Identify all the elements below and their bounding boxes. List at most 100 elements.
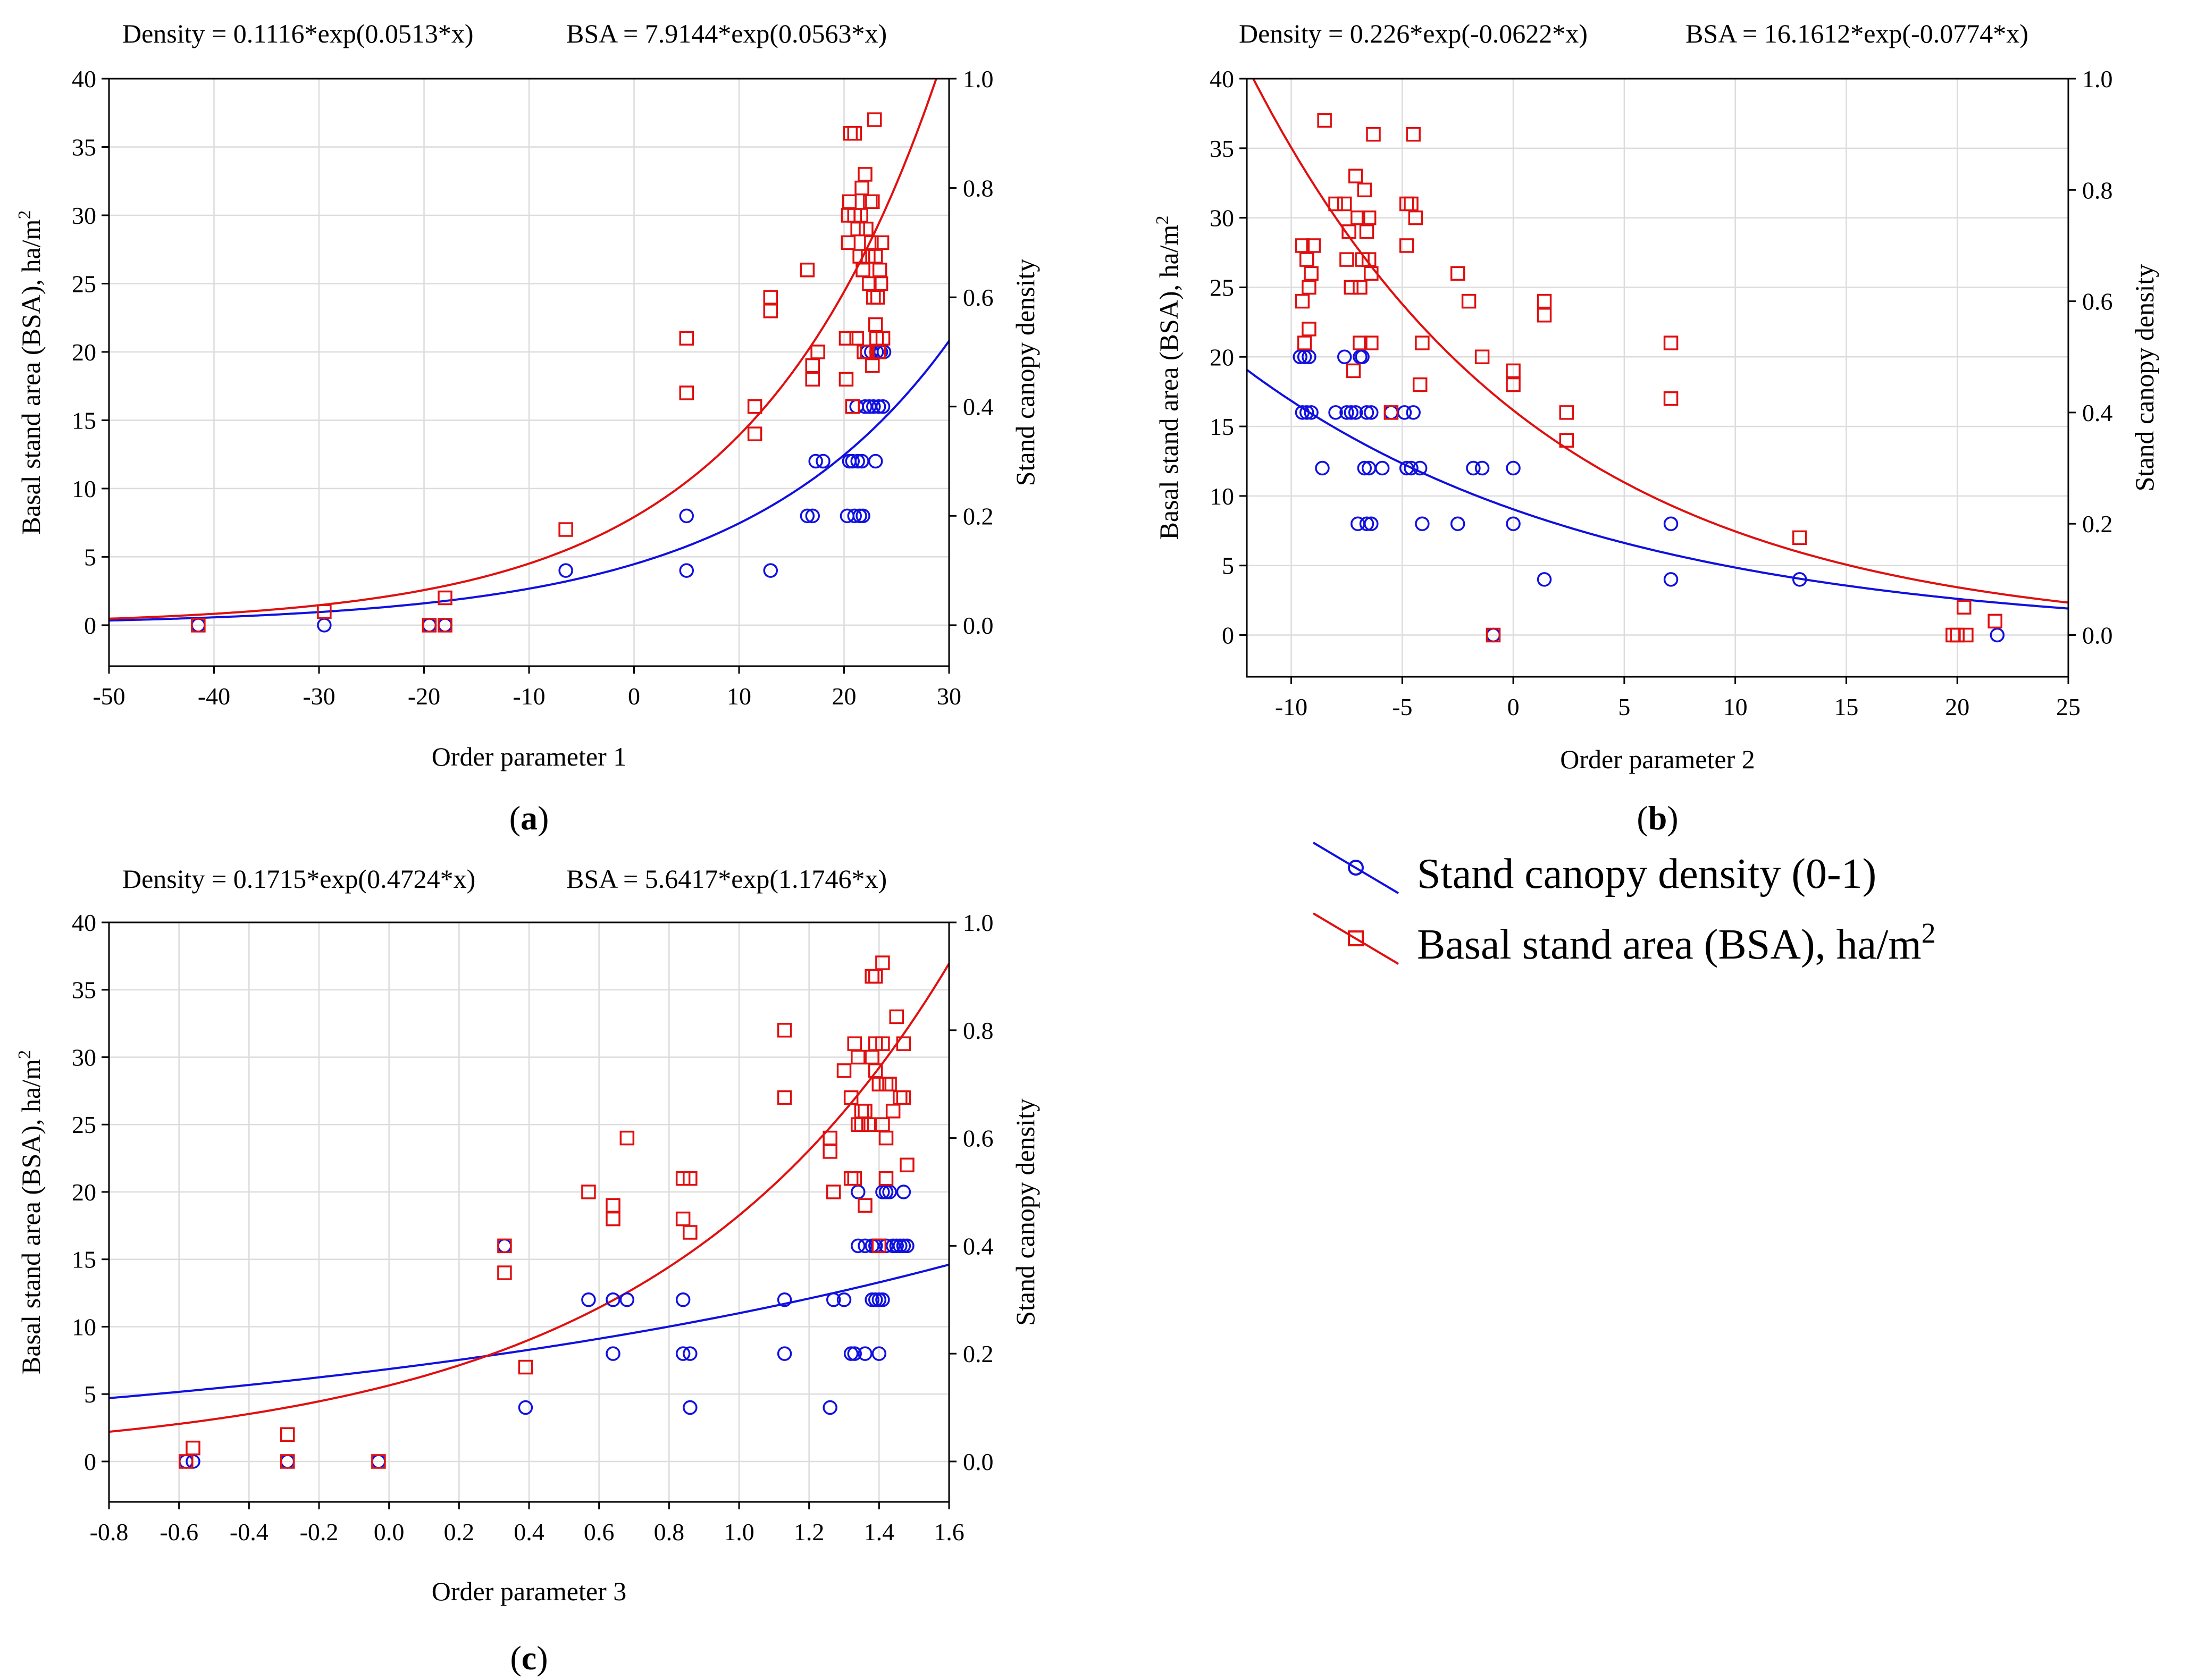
bsa-point	[497, 1238, 512, 1254]
y-tick-label-right: 1.0	[963, 65, 994, 93]
y-tick-label-left: 5	[1222, 552, 1234, 579]
bsa-point	[747, 399, 762, 414]
y-tick-label-right: 0.2	[963, 502, 994, 530]
bsa-point	[1357, 182, 1372, 198]
bsa-point	[497, 1265, 512, 1280]
density-point	[1328, 405, 1343, 420]
equation-bsa: BSA = 7.9144*exp(0.0563*x)	[566, 19, 887, 48]
density-point	[871, 1346, 887, 1361]
bsa-point	[1412, 377, 1428, 392]
density-point	[1537, 572, 1552, 587]
density-point	[866, 399, 881, 414]
bsa-point	[875, 1036, 890, 1051]
bsa-fit-curve	[109, 963, 949, 1433]
panel-label: (c)	[510, 1639, 548, 1677]
y-tick-label-left: 40	[1210, 65, 1234, 93]
bsa-point	[777, 1090, 792, 1105]
bsa-point	[1399, 238, 1414, 253]
y-tick-label-right: 0.4	[963, 393, 994, 421]
y-tick-label-right: 0.0	[2082, 622, 2113, 649]
y-axis-label-left-main: Basal stand area (BSA), ha/m	[16, 219, 46, 534]
bsa-point	[878, 1130, 894, 1146]
y-tick-label-right: 0.6	[963, 284, 994, 311]
bsa-point	[842, 194, 857, 209]
y-tick-label-left: 10	[72, 1313, 96, 1340]
bsa-point	[191, 618, 206, 633]
density-point	[1450, 516, 1465, 531]
grid	[1247, 78, 2069, 677]
y-tick-label-right: 0.2	[963, 1340, 994, 1367]
x-tick-label: -0.8	[90, 1518, 129, 1545]
density-point	[518, 1400, 533, 1415]
bsa-point	[851, 1049, 866, 1065]
density-point	[777, 1346, 792, 1361]
density-point	[836, 1292, 852, 1307]
legend-bsa-marker	[1348, 930, 1364, 946]
density-point	[1792, 572, 1807, 587]
bsa-point	[868, 249, 883, 264]
y-tick-label-right: 0.4	[2082, 399, 2113, 426]
bsa-point	[1361, 210, 1377, 225]
bsa-point	[865, 969, 879, 984]
density-point	[875, 1292, 890, 1307]
y-tick-label-left: 5	[84, 543, 96, 570]
equation-bsa: BSA = 5.6417*exp(1.1746*x)	[566, 864, 887, 894]
bsa-point	[861, 1117, 876, 1132]
bsa-point	[874, 235, 890, 250]
bsa-point	[619, 1130, 635, 1146]
bsa-point	[1361, 252, 1377, 267]
x-axis-label: Order parameter 2	[1560, 744, 1755, 774]
density-point	[1466, 460, 1481, 476]
bsa-point	[858, 1198, 873, 1213]
bsa-point	[866, 290, 881, 305]
density-point	[683, 1346, 698, 1361]
density-point	[845, 453, 860, 469]
x-tick-label: 20	[832, 683, 857, 710]
bsa-point	[683, 1171, 698, 1186]
x-tick-label: 10	[727, 683, 751, 710]
legend-bsa-label: Basal stand area (BSA), ha/m2	[1417, 917, 1936, 968]
bsa-point	[800, 263, 815, 278]
bsa-point	[893, 1090, 908, 1105]
axes: -50 -40 -30 -20 -10 0 10 20 30 0 5 10 15 20 25 30 35 40 0.…	[72, 65, 994, 710]
y-axis-label-left: Basal stand area (BSA), ha/m2	[15, 211, 46, 535]
density-point	[558, 563, 573, 578]
density-point	[763, 563, 778, 578]
x-tick-label: 0	[628, 683, 640, 710]
density-point	[1383, 405, 1399, 420]
density-point	[840, 508, 855, 524]
legend: Stand canopy density (0-1) Basal stand a…	[1312, 842, 1936, 968]
y-tick-label-right: 0.6	[2082, 288, 2113, 315]
y-tick-label-right: 0.2	[2082, 510, 2113, 537]
bsa-point	[858, 167, 873, 182]
bsa-point	[186, 1440, 200, 1456]
x-tick-label: -10	[513, 683, 545, 710]
y-axis-label-left-sup: 2	[15, 211, 35, 220]
axes: -0.8 -0.6 -0.4 -0.2 0.0 0.2 0.4 0.6 0.8 1.0 1.2 1.4…	[72, 909, 994, 1545]
x-tick-label: 0.8	[654, 1518, 685, 1545]
bsa-point	[1353, 335, 1368, 350]
x-tick-label: 0.2	[444, 1518, 475, 1545]
x-tick-label: -50	[93, 683, 125, 710]
bsa-point	[843, 1171, 859, 1186]
y-tick-label-left: 40	[72, 65, 96, 93]
bsa-point	[1956, 600, 1972, 615]
bsa-point	[875, 955, 890, 970]
y-axis-label-left-main: Basal stand area (BSA), ha/m	[16, 1059, 46, 1374]
density-point	[606, 1346, 620, 1361]
y-tick-label-left: 15	[72, 1246, 96, 1273]
x-tick-label: -10	[1275, 693, 1307, 720]
y-tick-label-right: 1.0	[2082, 65, 2113, 93]
y-axis-label-left-sup: 2	[1153, 216, 1172, 225]
x-tick-label: -0.4	[230, 1518, 269, 1545]
density-point	[858, 1238, 873, 1254]
x-tick-label: -0.2	[300, 1518, 339, 1545]
bsa-point	[865, 194, 880, 209]
fit-curves	[109, 79, 949, 622]
density-point	[826, 1292, 841, 1307]
bsa-point	[872, 263, 887, 278]
bsa-point	[838, 372, 854, 387]
grid	[108, 921, 950, 1502]
y-tick-label-right: 0.0	[963, 1448, 994, 1475]
bsa-point	[805, 372, 820, 387]
